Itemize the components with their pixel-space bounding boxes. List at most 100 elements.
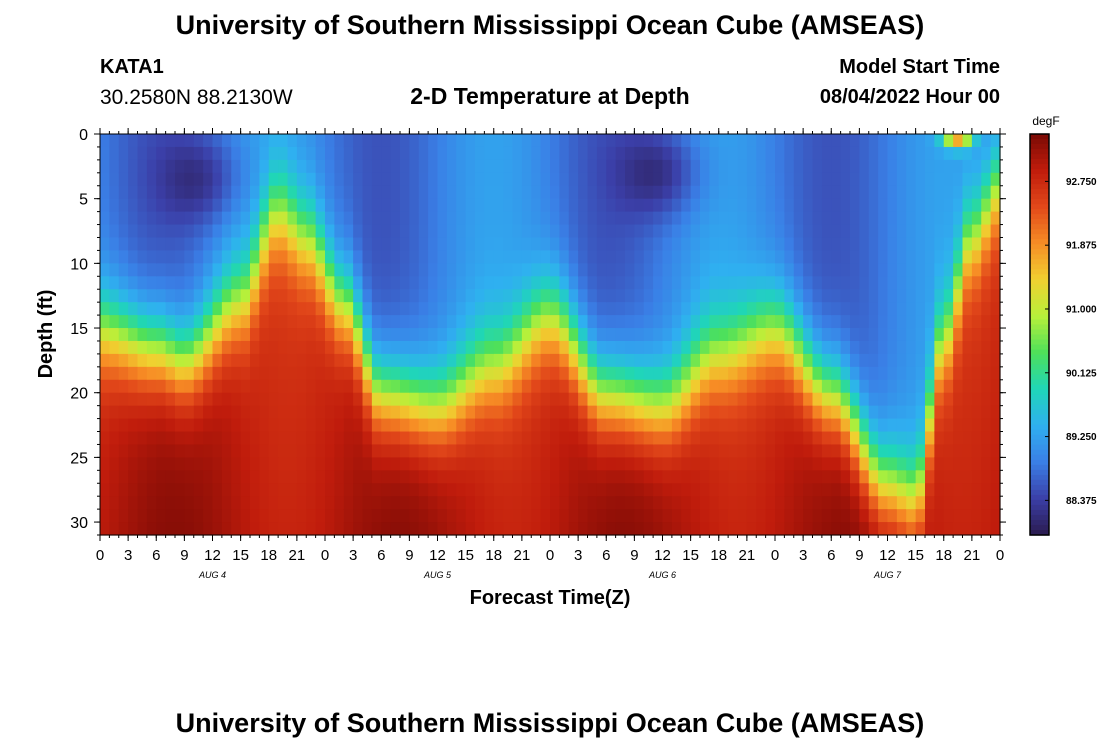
heatmap-cell bbox=[409, 496, 420, 510]
heatmap-cell bbox=[709, 224, 720, 239]
heatmap-cell bbox=[137, 353, 148, 368]
heatmap-cell bbox=[437, 172, 448, 187]
heatmap-cell bbox=[400, 392, 410, 407]
x-tick-label: 0 bbox=[771, 547, 779, 564]
heatmap-cell bbox=[981, 224, 992, 239]
heatmap-cell bbox=[868, 457, 879, 471]
heatmap-cell bbox=[775, 340, 785, 355]
heatmap-cell bbox=[728, 224, 739, 239]
heatmap-cell bbox=[353, 302, 364, 316]
heatmap-cell bbox=[334, 159, 345, 174]
heatmap-cell bbox=[606, 418, 617, 433]
heatmap-cell bbox=[540, 405, 551, 420]
heatmap-cell bbox=[606, 509, 617, 523]
heatmap-cell bbox=[925, 496, 935, 510]
heatmap-cell bbox=[840, 211, 851, 226]
heatmap-cell bbox=[184, 276, 195, 290]
heatmap-cell bbox=[934, 250, 945, 264]
heatmap-cell bbox=[193, 134, 204, 148]
heatmap-cell bbox=[362, 146, 373, 161]
heatmap-cell bbox=[568, 470, 579, 484]
heatmap-cell bbox=[128, 224, 139, 239]
heatmap-cell bbox=[381, 353, 392, 368]
heatmap-cell bbox=[475, 353, 485, 368]
heatmap-cell bbox=[381, 366, 392, 381]
heatmap-cell bbox=[334, 483, 345, 497]
heatmap-cell bbox=[671, 211, 682, 226]
heatmap-cell bbox=[353, 185, 364, 200]
heatmap-cell bbox=[765, 483, 776, 497]
heatmap-cell bbox=[840, 250, 851, 264]
heatmap-cell bbox=[793, 146, 804, 161]
heatmap-cell bbox=[118, 159, 129, 174]
heatmap-cell bbox=[409, 289, 420, 303]
heatmap-cell bbox=[859, 483, 870, 497]
heatmap-cell bbox=[175, 496, 185, 510]
heatmap-cell bbox=[568, 276, 579, 290]
heatmap-cell bbox=[709, 457, 720, 471]
heatmap-cell bbox=[587, 392, 598, 407]
heatmap-cell bbox=[100, 444, 110, 458]
heatmap-cell bbox=[156, 509, 167, 523]
heatmap-cell bbox=[465, 250, 476, 264]
heatmap-cell bbox=[212, 211, 223, 226]
heatmap-cell bbox=[437, 379, 448, 394]
heatmap-cell bbox=[296, 522, 307, 536]
heatmap-cell bbox=[381, 134, 392, 148]
heatmap-cell bbox=[887, 134, 898, 148]
heatmap-cell bbox=[878, 379, 889, 394]
heatmap-cell bbox=[981, 431, 992, 446]
heatmap-cell bbox=[887, 289, 898, 303]
heatmap-cell bbox=[803, 509, 814, 523]
heatmap-cell bbox=[268, 237, 279, 252]
heatmap-cell bbox=[821, 431, 832, 446]
heatmap-cell bbox=[793, 457, 804, 471]
heatmap-cell bbox=[831, 457, 842, 471]
heatmap-cell bbox=[409, 483, 420, 497]
heatmap-cell bbox=[512, 392, 523, 407]
heatmap-cell bbox=[437, 509, 448, 523]
heatmap-cell bbox=[400, 172, 410, 187]
heatmap-cell bbox=[671, 522, 682, 536]
heatmap-cell bbox=[596, 366, 607, 381]
colorbar-segment bbox=[1030, 484, 1049, 491]
heatmap-cell bbox=[953, 405, 964, 420]
heatmap-cell bbox=[643, 522, 654, 536]
colorbar-segment bbox=[1030, 499, 1049, 506]
heatmap-cell bbox=[156, 483, 167, 497]
heatmap-cell bbox=[746, 431, 757, 446]
heatmap-cell bbox=[306, 134, 317, 148]
heatmap-cell bbox=[287, 276, 298, 290]
y-tick-label: 25 bbox=[70, 450, 88, 467]
heatmap-cell bbox=[475, 405, 485, 420]
heatmap-cell bbox=[840, 302, 851, 316]
heatmap-cell bbox=[643, 457, 654, 471]
heatmap-cell bbox=[887, 315, 898, 329]
heatmap-cell bbox=[971, 315, 982, 329]
x-tick-label: 9 bbox=[630, 547, 638, 564]
heatmap-cell bbox=[971, 185, 982, 200]
heatmap-cell bbox=[371, 211, 382, 226]
heatmap-cell bbox=[765, 263, 776, 277]
heatmap-cell bbox=[212, 483, 223, 497]
heatmap-cell bbox=[418, 250, 429, 264]
heatmap-cell bbox=[540, 522, 551, 536]
heatmap-cell bbox=[746, 405, 757, 420]
heatmap-cell bbox=[765, 224, 776, 239]
heatmap-cell bbox=[259, 211, 270, 226]
heatmap-cell bbox=[446, 237, 457, 252]
colorbar-tick-label: 91.000 bbox=[1066, 304, 1097, 315]
heatmap-cell bbox=[278, 457, 289, 471]
heatmap-cell bbox=[756, 289, 767, 303]
heatmap-cell bbox=[240, 405, 251, 420]
heatmap-cell bbox=[784, 185, 795, 200]
heatmap-cell bbox=[437, 237, 448, 252]
heatmap-cell bbox=[962, 509, 973, 523]
heatmap-cell bbox=[175, 366, 185, 381]
heatmap-cell bbox=[418, 340, 429, 355]
heatmap-cell bbox=[934, 431, 945, 446]
heatmap-cell bbox=[100, 172, 110, 187]
heatmap-cell bbox=[512, 353, 523, 368]
heatmap-cell bbox=[334, 185, 345, 200]
heatmap-cell bbox=[587, 289, 598, 303]
